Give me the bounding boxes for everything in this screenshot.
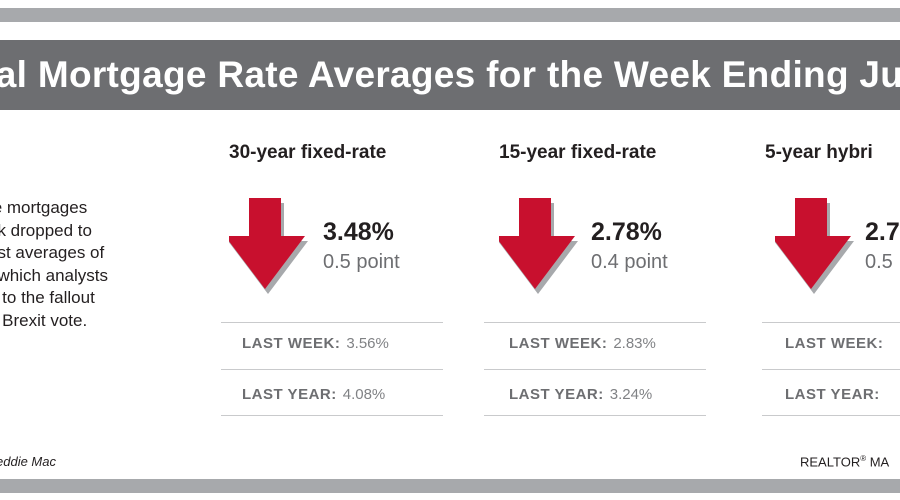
last-year-stat: LAST YEAR: 4.08% bbox=[242, 386, 385, 403]
intro-paragraph: te mortgages ek dropped to est averages … bbox=[0, 198, 108, 330]
top-divider-bar bbox=[0, 8, 900, 22]
current-rate: 3.48% bbox=[323, 218, 394, 246]
down-arrow-icon bbox=[775, 198, 854, 294]
last-week-stat: LAST WEEK: 3.56% bbox=[242, 335, 389, 352]
last-week-label: LAST WEEK: bbox=[785, 335, 884, 352]
bottom-divider-bar bbox=[0, 479, 900, 493]
credit-suffix: MA bbox=[866, 454, 890, 470]
last-week-label: LAST WEEK: bbox=[509, 335, 608, 352]
divider-line bbox=[221, 415, 443, 416]
column-heading: 5-year hybri bbox=[765, 142, 873, 163]
last-year-stat: LAST YEAR: 3.24% bbox=[509, 386, 652, 403]
divider-line bbox=[484, 369, 706, 370]
credit-name: REALTOR bbox=[800, 454, 861, 470]
column-heading: 15-year fixed-rate bbox=[499, 142, 657, 163]
rate-change: 0.5 bbox=[865, 251, 893, 273]
last-year-value: 3.24% bbox=[609, 386, 653, 403]
title-band: onal Mortgage Rate Averages for the Week… bbox=[0, 40, 900, 110]
infographic-title: onal Mortgage Rate Averages for the Week… bbox=[0, 54, 900, 95]
divider-line bbox=[762, 415, 900, 416]
column-heading: 30-year fixed-rate bbox=[229, 142, 387, 163]
divider-line bbox=[221, 322, 443, 323]
current-rate: 2.78% bbox=[591, 218, 662, 246]
down-arrow-icon bbox=[499, 198, 578, 294]
last-week-label: LAST WEEK: bbox=[242, 335, 341, 352]
rate-change: 0.5 point bbox=[323, 251, 400, 273]
last-week-value: 2.83% bbox=[613, 335, 656, 352]
publisher-credit: REALTOR® MA bbox=[800, 454, 889, 469]
divider-line bbox=[221, 369, 443, 370]
last-year-label: LAST YEAR: bbox=[242, 386, 337, 403]
divider-line bbox=[762, 322, 900, 323]
last-week-value: 3.56% bbox=[346, 335, 389, 352]
rate-change: 0.4 point bbox=[591, 251, 668, 273]
divider-line bbox=[762, 369, 900, 370]
divider-line bbox=[484, 415, 706, 416]
source-note: eddie Mac bbox=[0, 454, 56, 469]
last-week-stat: LAST WEEK: bbox=[785, 335, 889, 352]
last-year-label: LAST YEAR: bbox=[785, 386, 880, 403]
registered-mark: ® bbox=[860, 454, 867, 463]
last-year-value: 4.08% bbox=[342, 386, 386, 403]
down-arrow-icon bbox=[229, 198, 308, 294]
divider-line bbox=[484, 322, 706, 323]
last-year-stat: LAST YEAR: bbox=[785, 386, 886, 403]
current-rate: 2.7 bbox=[865, 218, 900, 246]
last-week-stat: LAST WEEK: 2.83% bbox=[509, 335, 656, 352]
last-year-label: LAST YEAR: bbox=[509, 386, 604, 403]
